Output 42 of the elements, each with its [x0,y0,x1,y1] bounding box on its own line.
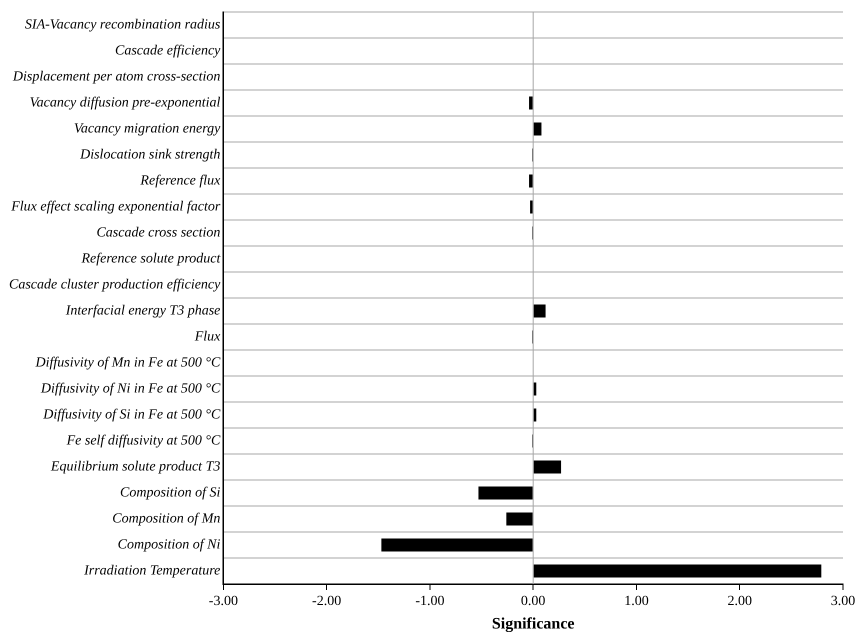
y-tick-label: Composition of Ni [118,538,220,553]
y-tick-label: Interfacial energy T3 phase [64,304,220,319]
bar [534,564,822,578]
bar [530,200,533,214]
y-tick-label: Vacancy migration energy [74,122,222,137]
y-tick-label: Diffusivity of Mn in Fe at 500 °C [34,356,222,371]
y-tick-label: Cascade efficiency [115,44,222,59]
bar [534,382,536,396]
x-tick-label: -3.00 [208,594,238,610]
y-tick-label: Reference solute product [80,252,222,267]
y-tick-label: Flux effect scaling exponential factor [10,200,221,215]
y-tick-label: Dislocation sink strength [79,148,220,163]
x-tick-label: 3.00 [830,594,856,610]
y-tick-label: Displacement per atom cross-section [12,70,220,85]
x-axis-title: Significance [492,616,575,633]
bar [529,96,533,110]
bar [534,460,562,474]
y-tick-label: Composition of Si [120,486,220,501]
y-tick-label: Flux [194,330,222,345]
bar [534,408,536,422]
y-tick-label: Irradiation Temperature [83,564,220,579]
bar [534,122,542,136]
y-tick-label: Diffusivity of Ni in Fe at 500 °C [40,382,222,397]
bar [478,486,533,500]
bar [381,538,533,552]
y-tick-label: Composition of Mn [112,512,220,527]
y-tick-label: Cascade cluster production efficiency [8,278,222,293]
y-tick-label: Vacancy diffusion pre-exponential [30,96,220,111]
y-tick-label: Fe self diffusivity at 500 °C [66,434,222,449]
y-tick-label: SIA-Vacancy recombination radius [24,18,221,33]
y-tick-label: Diffusivity of Si in Fe at 500 °C [42,408,222,423]
y-tick-label: Cascade cross section [96,226,220,241]
bar [506,512,533,526]
x-tick-label: 1.00 [624,594,649,610]
x-tick-label: -1.00 [415,594,444,610]
bar [529,174,533,188]
y-tick-label: Reference flux [139,174,222,189]
x-tick-label: 2.00 [727,594,752,610]
bar [534,304,546,318]
x-tick-label: 0.00 [520,594,546,610]
y-tick-label: Equilibrium solute product T3 [50,460,220,475]
x-tick-label: -2.00 [312,594,342,610]
